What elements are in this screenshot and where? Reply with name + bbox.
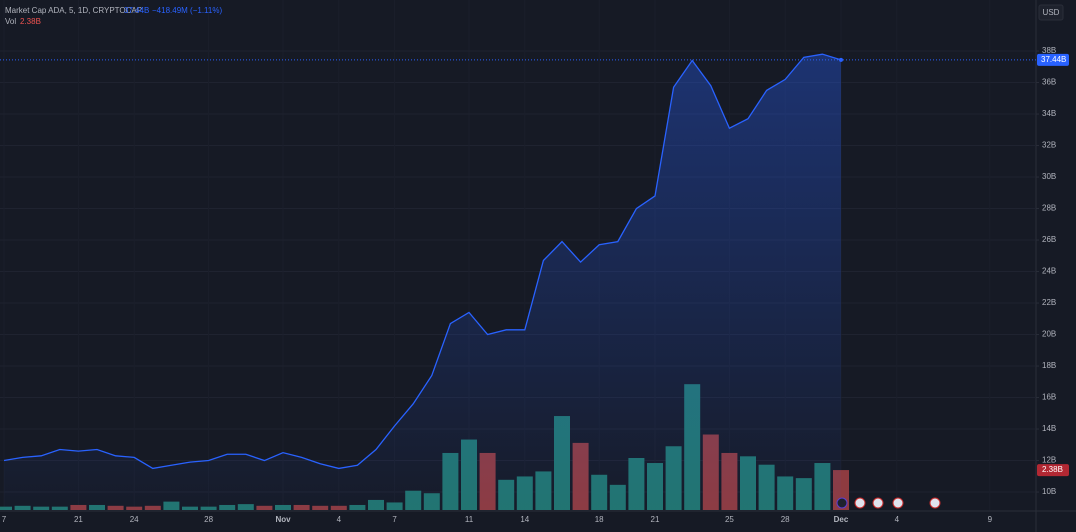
x-tick-label: 11 [465,515,474,524]
price-line [3,53,842,470]
event-icon[interactable] [872,497,884,509]
x-tick-label: 7 [2,515,7,524]
x-tick-label: 4 [337,515,342,524]
y-tick-label: 14B [1042,424,1056,433]
y-tick-label: 26B [1042,235,1056,244]
y-tick-label: 24B [1042,267,1056,276]
x-tick-label: Nov [275,515,291,524]
event-icon[interactable] [836,497,848,509]
change-value: −418.49M (−1.11%) [152,6,222,15]
y-tick-label: 22B [1042,298,1056,307]
y-tick-label: 34B [1042,109,1056,118]
x-tick-label: 7 [392,515,397,524]
x-tick-label: 24 [130,515,139,524]
x-tick-label: 4 [895,515,900,524]
volume-value: 2.38B [20,17,41,26]
last-value: 37.44B [124,6,149,15]
x-tick-label: Dec [834,515,849,524]
last-volume-box [1037,464,1069,477]
event-icon[interactable] [929,497,941,509]
y-tick-label: 28B [1042,204,1056,213]
y-tick-label: 18B [1042,361,1056,370]
y-tick-label: 20B [1042,330,1056,339]
event-icon[interactable] [892,497,904,509]
x-tick-label: 21 [651,515,660,524]
last-price-label: 37.44B [1041,55,1066,64]
y-tick-label: 32B [1042,141,1056,150]
y-tick-label: 10B [1042,487,1056,496]
x-tick-label: 14 [520,515,529,524]
y-tick-label: 30B [1042,172,1056,181]
y-tick-label: 12B [1042,456,1056,465]
volume-name: Vol [5,17,16,26]
x-tick-label: 18 [595,515,604,524]
x-tick-label: 25 [725,515,734,524]
x-tick-label: 28 [781,515,790,524]
currency-label[interactable]: USD [1043,8,1060,17]
event-icon[interactable] [854,497,866,509]
x-tick-label: 9 [988,515,993,524]
x-tick-label: 28 [204,515,213,524]
y-tick-label: 38B [1042,46,1056,55]
last-price-dot [839,57,843,62]
currency-button[interactable] [1038,4,1064,21]
y-tick-label: 36B [1042,78,1056,87]
chart-title: Market Cap ADA, 5, 1D, CRYPTOCAP [5,6,142,15]
price-area [4,54,841,511]
x-tick-label: 21 [74,515,83,524]
last-price-box [1037,53,1069,66]
last-volume-label: 2.38B [1042,465,1063,474]
y-tick-label: 16B [1042,393,1056,402]
event-icons [836,497,941,509]
